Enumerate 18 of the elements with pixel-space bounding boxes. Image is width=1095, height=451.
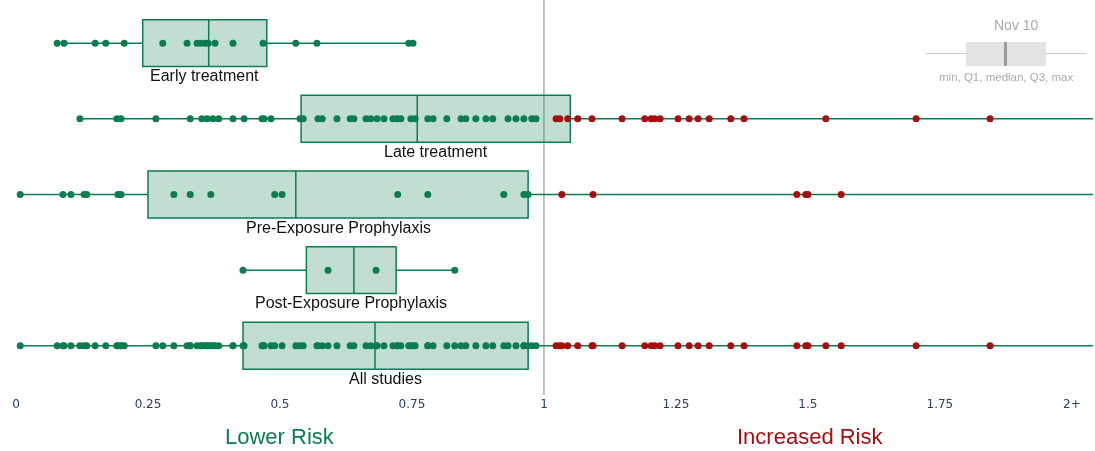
y-tick-label: Early treatment (150, 67, 260, 84)
x-tick-label: 1 (540, 397, 548, 411)
x-tick-label: 0.75 (398, 397, 426, 411)
x-tick-label: 0.5 (270, 397, 290, 411)
annotation: min, Q1, median, Q3, max (939, 71, 1074, 83)
x-tick-label: 0.25 (134, 397, 162, 411)
y-tick-label: Post-Exposure Prophylaxis (255, 294, 448, 311)
y-tick-label: All studies (349, 370, 422, 387)
x-tick-label: 0 (12, 397, 20, 411)
y-tick-label: Pre-Exposure Prophylaxis (246, 219, 431, 236)
x-tick-label: 1.5 (798, 397, 818, 411)
annotation: Nov 10 (994, 17, 1039, 33)
text: Increased Risk (737, 424, 884, 449)
x-tick-label: 1.25 (662, 397, 690, 411)
x-tick-label: 2+ (1063, 397, 1081, 411)
text: Lower Risk (225, 424, 335, 449)
y-tick-label: Late treatment (384, 143, 488, 160)
x-tick-label: 1.75 (926, 397, 954, 411)
